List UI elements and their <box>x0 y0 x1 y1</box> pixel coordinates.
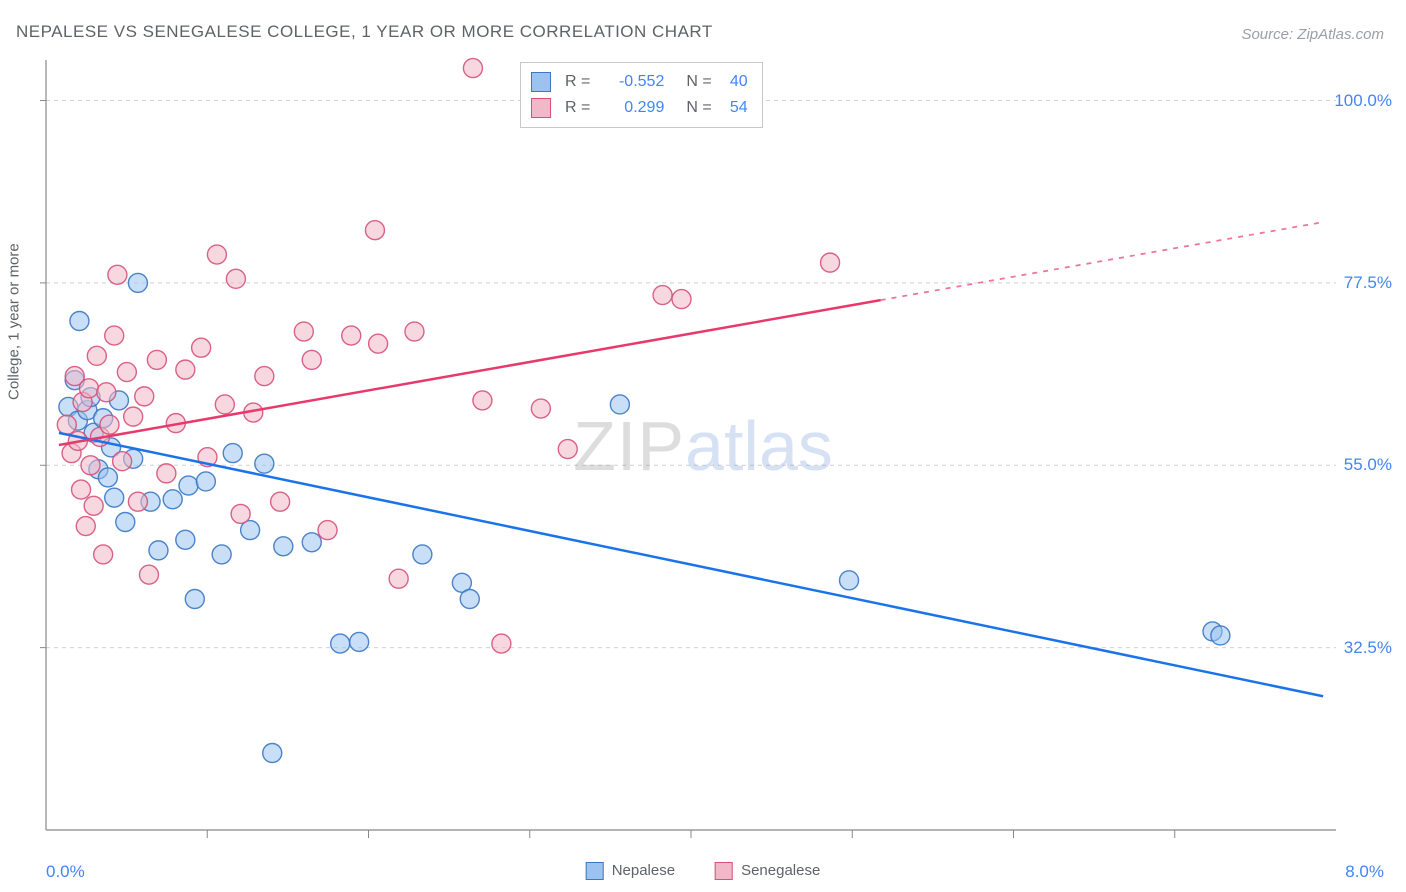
stats-row-nepalese: R = -0.552 N = 40 <box>531 69 748 95</box>
swatch-senegalese <box>531 98 551 118</box>
legend-item-nepalese: Nepalese <box>586 862 675 880</box>
x-tick-max: 8.0% <box>1345 862 1384 882</box>
legend-item-senegalese: Senegalese <box>715 862 820 880</box>
r-value-senegalese: 0.299 <box>600 95 664 121</box>
y-tick-label: 32.5% <box>1344 638 1392 658</box>
swatch-nepalese-icon <box>586 862 604 880</box>
y-tick-label: 77.5% <box>1344 273 1392 293</box>
stats-legend: R = -0.552 N = 40 R = 0.299 N = 54 <box>520 62 763 128</box>
swatch-senegalese-icon <box>715 862 733 880</box>
n-value-nepalese: 40 <box>722 69 748 95</box>
y-tick-label: 55.0% <box>1344 455 1392 475</box>
series-legend: Nepalese Senegalese <box>586 862 821 880</box>
correlation-chart: NEPALESE VS SENEGALESE COLLEGE, 1 YEAR O… <box>0 0 1406 892</box>
swatch-nepalese <box>531 72 551 92</box>
stats-row-senegalese: R = 0.299 N = 54 <box>531 95 748 121</box>
x-tick-min: 0.0% <box>46 862 85 882</box>
n-value-senegalese: 54 <box>722 95 748 121</box>
scatter-plot <box>0 0 1406 892</box>
y-tick-label: 100.0% <box>1334 91 1392 111</box>
r-value-nepalese: -0.552 <box>600 69 664 95</box>
